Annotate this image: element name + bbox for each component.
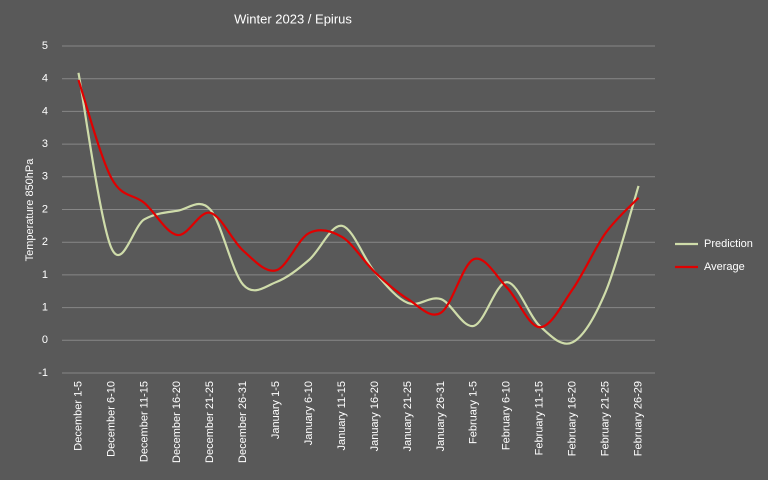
line-series	[77, 72, 640, 345]
y-tick-label: 3	[42, 171, 48, 183]
x-tick-label: February 16-20	[567, 381, 579, 456]
y-tick-label: 0	[42, 334, 48, 346]
x-tick-label: December 16-20	[171, 381, 183, 463]
x-tick-label: February 6-10	[501, 381, 513, 450]
x-tick-label: December 11-15	[138, 381, 150, 462]
y-tick-label: 2	[42, 236, 48, 248]
y-tick-label: 4	[42, 73, 48, 85]
x-tick-label: December 26-31	[237, 381, 249, 463]
y-tick-label: 4	[42, 105, 48, 117]
legend-label: Average	[704, 261, 745, 273]
y-tick-label: 2	[42, 203, 48, 215]
y-tick-label: 3	[42, 138, 48, 150]
x-tick-label: February 26-29	[632, 381, 644, 456]
x-tick-label: February 21-25	[599, 381, 611, 456]
x-tick-label: January 21-25	[402, 381, 414, 451]
x-tick-label: January 1-5	[270, 381, 282, 439]
y-tick-label: 1	[42, 269, 48, 281]
x-tick-label: January 11-15	[336, 381, 348, 451]
y-axis-label: Temperature 850hPa	[24, 158, 36, 262]
line-series	[77, 79, 640, 329]
x-tick-label: December 6-10	[105, 381, 117, 457]
y-tick-label: 5	[42, 40, 48, 52]
chart-title: Winter 2023 / Epirus	[234, 11, 352, 26]
x-tick-label: February 1-5	[468, 381, 480, 444]
y-tick-label: -1	[38, 367, 48, 379]
y-tick-label: 1	[42, 302, 48, 314]
x-tick-label: February 11-15	[534, 381, 546, 455]
x-tick-label: January 16-20	[369, 381, 381, 451]
legend-label: Prediction	[704, 238, 753, 250]
x-tick-label: December 1-5	[72, 381, 84, 451]
x-tick-label: January 26-31	[435, 381, 447, 451]
x-tick-label: January 6-10	[303, 381, 315, 445]
x-tick-label: December 21-25	[204, 381, 216, 463]
